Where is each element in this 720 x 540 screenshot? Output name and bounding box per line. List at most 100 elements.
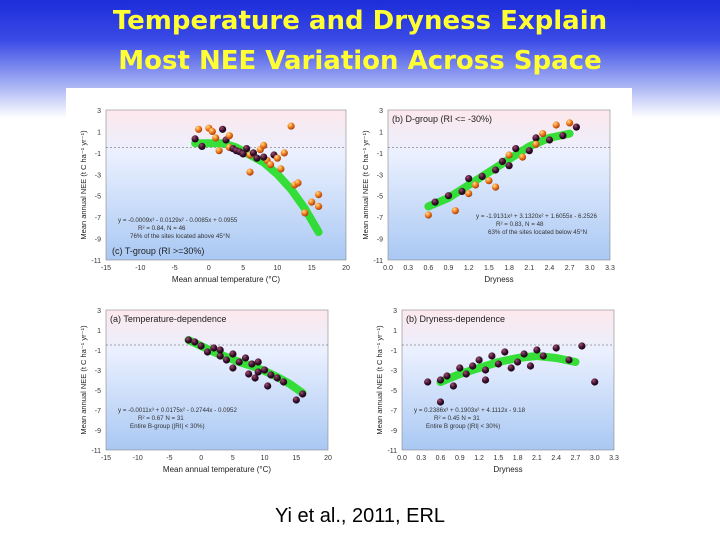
data-point	[512, 145, 520, 153]
x-tick-label: 5	[231, 455, 235, 462]
data-point	[494, 360, 502, 368]
x-tick-label: 0.9	[455, 455, 465, 462]
x-tick-label: -10	[135, 265, 145, 272]
x-tick-label: 0.3	[403, 265, 413, 272]
data-point	[552, 121, 560, 129]
data-point	[225, 132, 233, 140]
x-tick-label: 0.9	[444, 265, 454, 272]
y-tick-label: -5	[95, 194, 101, 201]
data-point	[294, 179, 302, 187]
x-tick-label: 15	[308, 265, 316, 272]
panel-label: (b) D-group (RI <= -30%)	[392, 114, 492, 124]
x-tick-label: 1.8	[504, 265, 514, 272]
slide-title-line-1: Temperature and Dryness Explain	[112, 6, 608, 36]
plot-area	[387, 109, 611, 261]
x-tick-label: -15	[101, 455, 111, 462]
data-point	[436, 376, 445, 384]
data-point	[261, 366, 269, 374]
panel-top-left: 3 1 -1 -3 -5 -7 -9 -11-15 -10 -5 0 5 10 15 20 Mean annu…	[79, 108, 350, 284]
data-point	[591, 378, 599, 386]
data-point	[552, 344, 560, 352]
y-tick-label: -1	[377, 151, 383, 158]
data-point	[431, 198, 439, 206]
fit-stats: R² = 0.45 N = 31	[434, 415, 480, 422]
panel-bottom-left: 3 1 -1 -3 -5 -7 -9 -11-15 -10 -5 0 5 10 15 20 Mean annu…	[79, 308, 332, 474]
data-point	[195, 125, 203, 133]
x-tick-label: 1.5	[493, 455, 503, 462]
data-point	[254, 368, 262, 376]
x-tick-label: 0.0	[397, 455, 407, 462]
y-tick-label: -1	[391, 348, 397, 355]
data-point	[264, 382, 272, 390]
x-tick-label: 2.7	[565, 265, 575, 272]
data-point	[443, 372, 451, 380]
y-tick-label: 1	[393, 328, 397, 335]
data-point	[465, 175, 473, 183]
data-point	[191, 338, 199, 346]
x-tick-label: -15	[101, 265, 111, 272]
data-point	[315, 191, 323, 199]
data-point	[299, 390, 307, 398]
data-point	[301, 209, 309, 217]
data-point	[241, 354, 250, 362]
data-point	[287, 122, 295, 130]
data-point	[267, 371, 275, 379]
y-tick-label: 1	[379, 129, 383, 136]
x-tick-label: 3.3	[605, 265, 615, 272]
x-tick-label: 1.2	[474, 455, 484, 462]
x-axis-label: Mean annual temperature (°C)	[172, 275, 280, 284]
y-tick-label: -5	[95, 388, 101, 395]
fit-equation: y = -1.9131x³ + 3.1320x² + 1.6055x - 6.2…	[476, 213, 597, 220]
data-point	[292, 396, 300, 404]
figure-4-panel-scatter: 3 1 -1 -3 -5 -7 -9 -11 -15 -10 -5 0 5 10 15 20 Mean annu…	[66, 88, 632, 486]
data-point	[545, 136, 554, 144]
data-point	[578, 342, 586, 350]
y-tick-label: -9	[95, 428, 101, 435]
x-tick-label: 0.0	[383, 265, 393, 272]
y-tick-label: -3	[95, 368, 101, 375]
x-tick-label: 10	[274, 265, 282, 272]
data-point	[280, 378, 288, 386]
data-point	[485, 177, 493, 185]
data-point	[267, 161, 275, 169]
x-tick-label: 10	[261, 455, 269, 462]
citation: Yi et al., 2011, ERL	[274, 505, 446, 527]
x-tick-label: 1.8	[513, 455, 523, 462]
data-point	[498, 157, 506, 165]
data-point	[254, 358, 262, 366]
x-tick-label: -5	[166, 455, 172, 462]
x-tick-label: 3.0	[585, 265, 595, 272]
y-tick-label: 1	[97, 129, 101, 136]
site-note: Entire B group (|RI| < 30%)	[426, 423, 500, 430]
y-tick-label: 3	[97, 308, 101, 315]
data-point	[469, 362, 477, 370]
data-point	[315, 202, 323, 210]
fit-equation: y = -0.0009x³ - 0.0129x² - 0.0085x + 0.0…	[118, 217, 238, 224]
data-point	[492, 183, 500, 191]
data-point	[507, 364, 515, 372]
x-tick-label: 1.5	[484, 265, 494, 272]
y-tick-label: 3	[97, 108, 101, 115]
data-point	[532, 134, 540, 142]
data-point	[462, 370, 470, 378]
data-point	[565, 356, 573, 364]
data-point	[249, 149, 257, 157]
data-point	[539, 130, 547, 138]
data-point	[251, 374, 259, 382]
data-point	[222, 356, 231, 364]
data-point	[451, 207, 459, 215]
data-point	[505, 151, 513, 159]
x-tick-label: 20	[342, 265, 350, 272]
slide-title-line-2: Most NEE Variation Across Space	[118, 46, 602, 76]
y-tick-label: -9	[95, 237, 101, 244]
y-tick-label: -11	[387, 448, 397, 455]
x-tick-label: 0.3	[416, 455, 426, 462]
data-point	[481, 376, 490, 384]
x-tick-label: 2.4	[545, 265, 555, 272]
data-point	[245, 370, 253, 378]
data-point	[488, 352, 496, 360]
data-point	[456, 364, 464, 372]
data-point	[514, 358, 522, 366]
x-tick-label: 3.0	[590, 455, 600, 462]
data-point	[253, 154, 261, 162]
